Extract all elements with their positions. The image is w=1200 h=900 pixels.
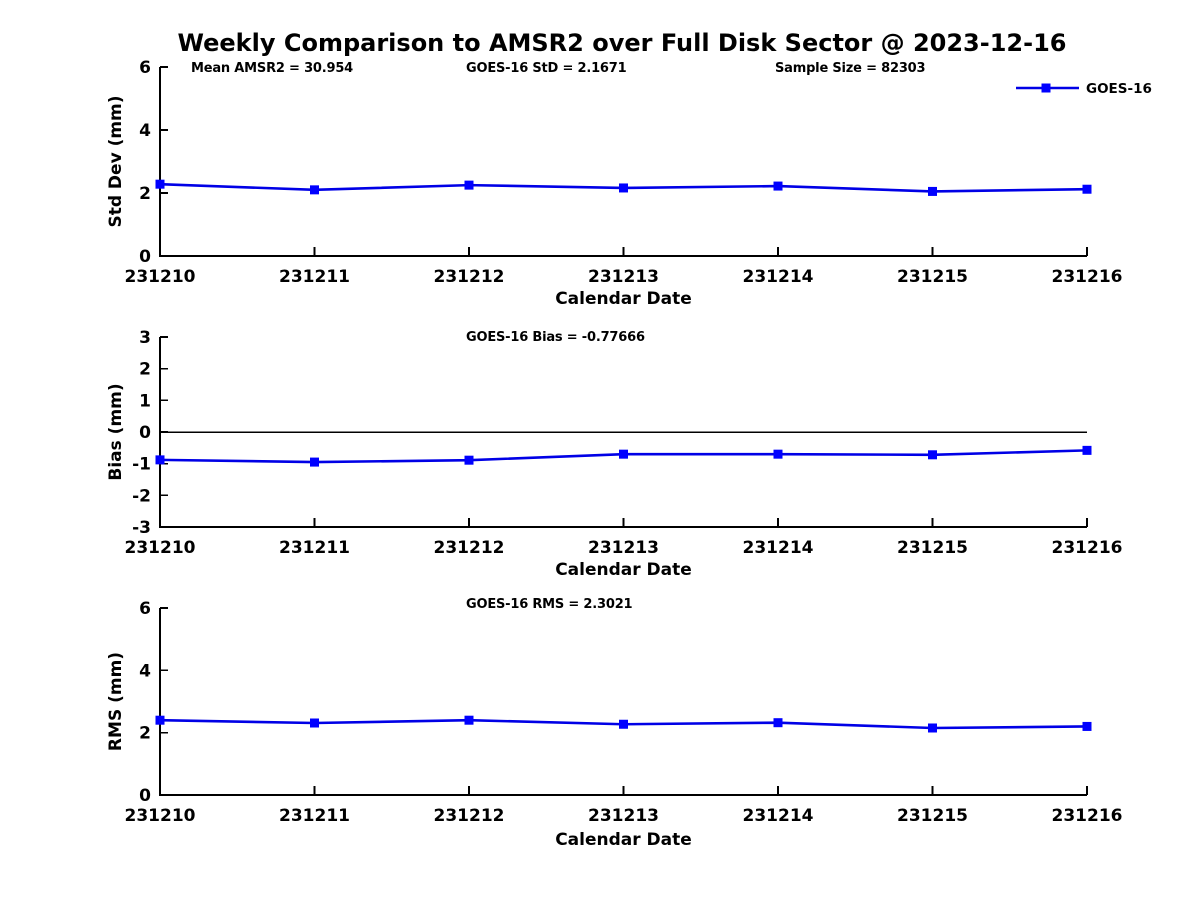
- x-tick-label: 231214: [743, 806, 814, 826]
- y-tick-label: 2: [139, 360, 151, 380]
- x-axis-title: Calendar Date: [555, 830, 692, 850]
- legend-label: GOES-16: [1086, 81, 1152, 97]
- y-axis-title: Bias (mm): [106, 383, 126, 480]
- data-point-marker: [464, 715, 474, 725]
- data-point-marker: [310, 718, 319, 728]
- y-tick-label: 6: [139, 599, 151, 619]
- x-tick-label: 231213: [588, 806, 659, 826]
- data-point-marker: [1082, 721, 1092, 731]
- annotation: Sample Size = 82303: [775, 61, 926, 76]
- x-tick-label: 231213: [588, 538, 659, 558]
- y-tick-label: 2: [139, 724, 151, 744]
- data-point-marker: [928, 186, 937, 196]
- data-point-marker: [155, 179, 165, 189]
- x-tick-label: 231215: [897, 267, 968, 287]
- y-tick-label: 2: [139, 184, 151, 204]
- annotation: GOES-16 RMS = 2.3021: [466, 597, 633, 612]
- data-point-marker: [928, 450, 937, 460]
- annotation: GOES-16 Bias = -0.77666: [466, 330, 645, 345]
- annotation: Mean AMSR2 = 30.954: [191, 61, 353, 76]
- data-point-marker: [464, 180, 474, 190]
- data-point-marker: [928, 723, 937, 733]
- data-point-marker: [1082, 184, 1092, 194]
- x-tick-label: 231215: [897, 538, 968, 558]
- x-tick-label: 231211: [279, 538, 350, 558]
- data-point-marker: [464, 455, 474, 465]
- y-axis-title: RMS (mm): [106, 652, 126, 751]
- x-tick-label: 231212: [434, 267, 505, 287]
- x-axis-title: Calendar Date: [555, 289, 692, 309]
- y-tick-label: 6: [139, 58, 151, 78]
- data-point-marker: [155, 455, 165, 465]
- y-tick-label: 0: [139, 247, 151, 267]
- legend-marker-icon: [1041, 83, 1051, 93]
- data-point-marker: [155, 715, 165, 725]
- data-point-marker: [310, 457, 319, 467]
- x-tick-label: 231214: [743, 538, 814, 558]
- x-tick-label: 231212: [434, 538, 505, 558]
- subplot-std-dev: 0 2 4 6 231210 231211 231212 231213 231214 231215…: [106, 58, 1152, 309]
- x-tick-label: 231216: [1052, 806, 1123, 826]
- x-tick-label: 231211: [279, 267, 350, 287]
- x-tick-label: 231214: [743, 267, 814, 287]
- x-tick-label: 231210: [125, 806, 196, 826]
- data-point-marker: [310, 185, 319, 195]
- x-tick-label: 231211: [279, 806, 350, 826]
- x-tick-label: 231210: [125, 538, 196, 558]
- y-tick-label: 3: [139, 328, 151, 348]
- x-tick-label: 231216: [1052, 538, 1123, 558]
- data-point-marker: [773, 449, 783, 459]
- annotation: GOES-16 StD = 2.1671: [466, 61, 627, 76]
- y-tick-label: 0: [139, 786, 151, 806]
- y-tick-label: 4: [139, 121, 151, 141]
- x-tick-label: 231210: [125, 267, 196, 287]
- y-tick-label: 4: [139, 661, 151, 681]
- data-point-marker: [619, 719, 628, 729]
- data-point-marker: [773, 181, 783, 191]
- figure-title: Weekly Comparison to AMSR2 over Full Dis…: [177, 29, 1067, 57]
- y-tick-label: 0: [139, 423, 151, 443]
- x-tick-label: 231212: [434, 806, 505, 826]
- y-tick-label: -3: [132, 518, 151, 538]
- y-tick-label: 1: [139, 391, 151, 411]
- x-axis-title: Calendar Date: [555, 560, 692, 580]
- data-point-marker: [619, 449, 628, 459]
- x-tick-label: 231216: [1052, 267, 1123, 287]
- y-axis-title: Std Dev (mm): [106, 95, 126, 227]
- x-tick-label: 231213: [588, 267, 659, 287]
- y-tick-label: -1: [132, 455, 151, 475]
- legend: GOES-16: [1016, 81, 1152, 97]
- data-point-marker: [773, 718, 783, 728]
- data-point-marker: [1082, 445, 1092, 455]
- data-point-marker: [619, 183, 628, 193]
- y-tick-label: -2: [132, 486, 151, 506]
- x-tick-label: 231215: [897, 806, 968, 826]
- subplot-rms: 0 2 4 6 231210 231211 231212 231213 231214 231215…: [106, 597, 1122, 850]
